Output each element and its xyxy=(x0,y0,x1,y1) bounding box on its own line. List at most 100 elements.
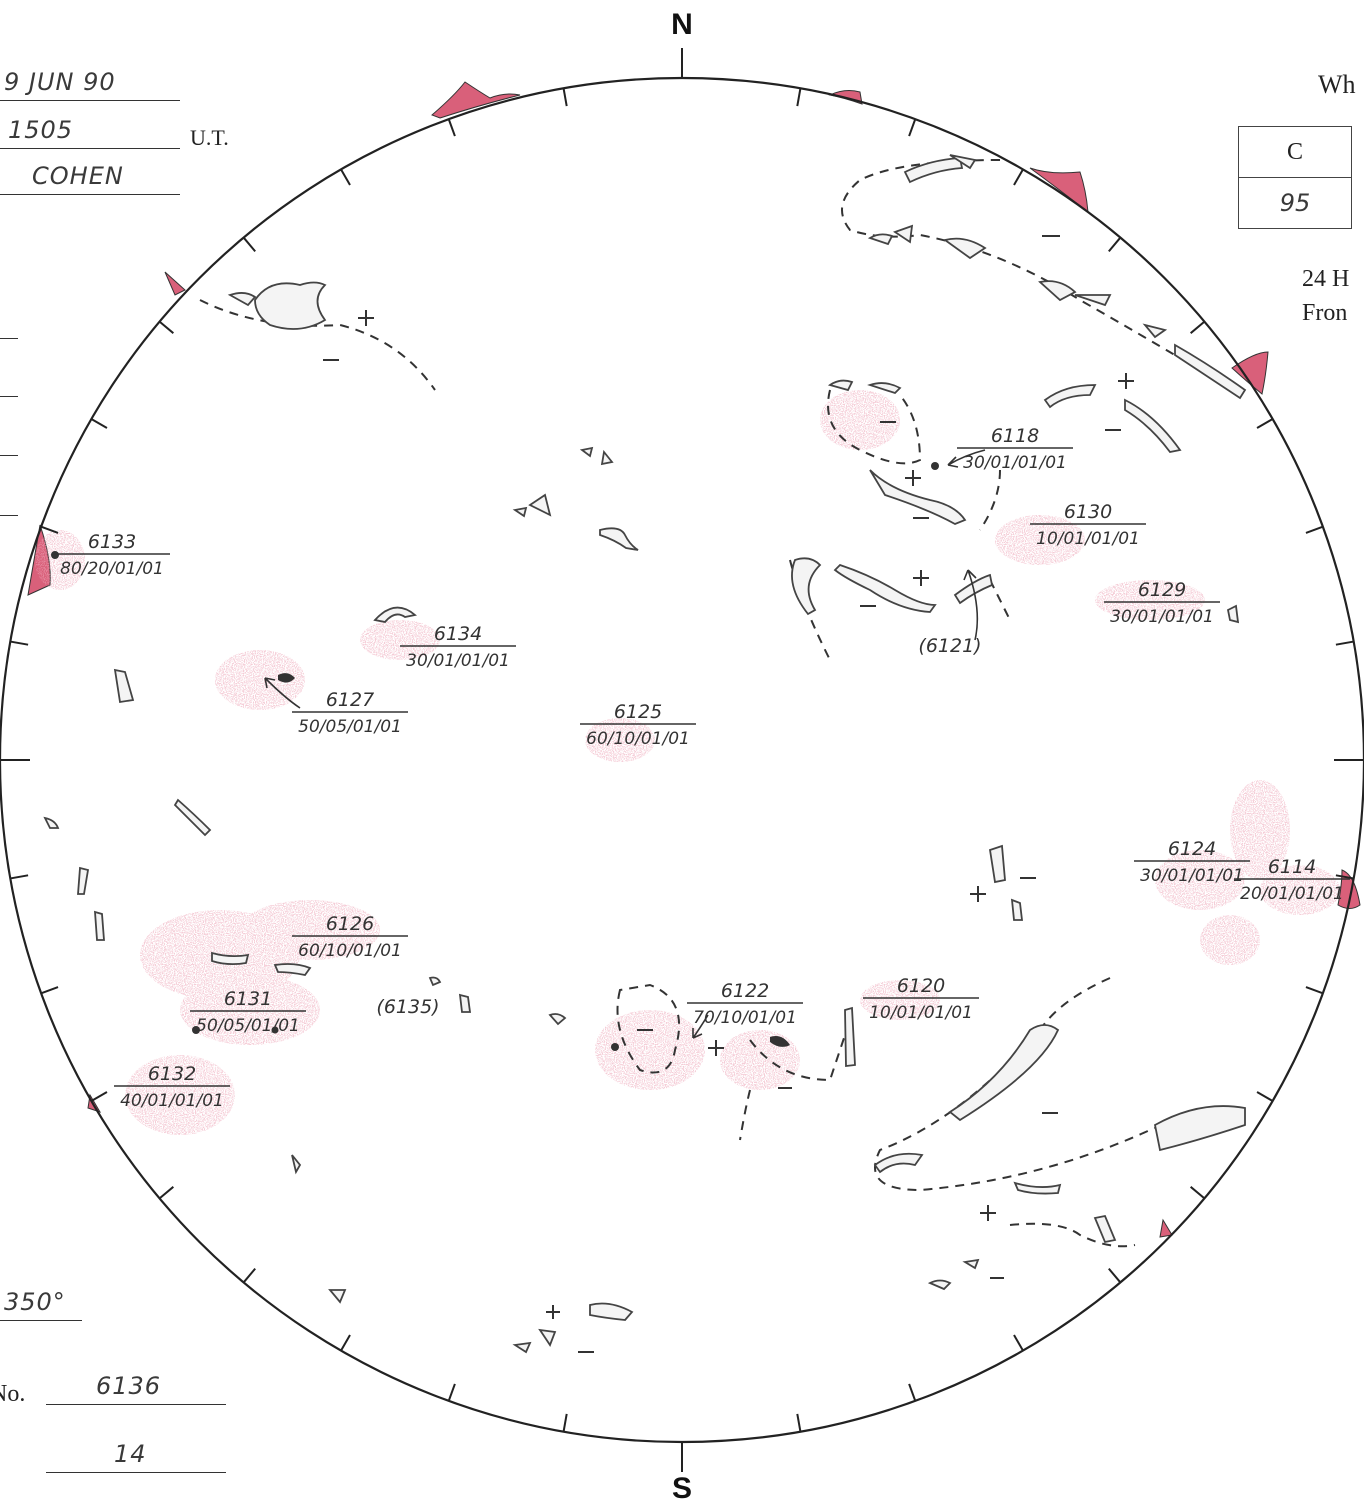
region-label: 6132 40/01/01/01 xyxy=(114,1063,230,1111)
region-number: 6118 xyxy=(991,425,1039,447)
region-number: 6126 xyxy=(326,913,374,935)
region-code: 40/01/01/01 xyxy=(120,1091,224,1111)
region-code: 20/01/01/01 xyxy=(1240,884,1344,904)
region-label: 6122 70/10/01/01 xyxy=(687,980,803,1028)
table-header-cell: C xyxy=(1238,126,1352,178)
limb-tick xyxy=(158,320,174,334)
limb-tick-marks xyxy=(0,48,1364,1472)
region-labels: 6118 30/01/01/01 6130 10/01/01/01 6129 30/01/… xyxy=(54,425,1350,1111)
number-label: No. xyxy=(0,1381,26,1407)
observer-field: COHEN xyxy=(0,160,180,195)
region-label: 6124 30/01/01/01 xyxy=(1134,838,1250,886)
region-label: 6134 30/01/01/01 xyxy=(400,623,516,671)
time-unit-label: U.T. xyxy=(190,125,229,150)
limb-tick xyxy=(40,986,59,995)
region-label: 6118 30/01/01/01 xyxy=(957,425,1073,473)
region-number: 6134 xyxy=(434,623,482,645)
blank-line xyxy=(0,455,18,456)
limb-tick xyxy=(1013,1334,1024,1352)
limb-tick xyxy=(1305,525,1324,534)
limb-tick xyxy=(10,640,29,646)
observer-value: COHEN xyxy=(32,162,124,190)
label-arrows xyxy=(264,449,986,1039)
limb-tick xyxy=(1256,1091,1274,1102)
limb-tick xyxy=(1256,418,1274,429)
region-code: 60/10/01/01 xyxy=(586,729,690,749)
limb-tick xyxy=(40,525,59,534)
region-number: 6129 xyxy=(1138,579,1186,601)
time-field: 1505 xyxy=(0,114,180,149)
region-label: 6120 10/01/01/01 xyxy=(863,975,979,1023)
region-code: 60/10/01/01 xyxy=(298,941,402,961)
limb-tick xyxy=(1335,874,1354,880)
solar-limb-circle xyxy=(0,77,1364,1443)
region-code: 50/05/01/01 xyxy=(196,1016,300,1036)
limb-tick xyxy=(10,874,29,880)
note-line-2: Fron xyxy=(1302,300,1348,326)
polarity-markers xyxy=(323,235,1134,1353)
region-label: 6131 50/05/01/01 xyxy=(190,988,306,1036)
region-number: 6125 xyxy=(614,701,662,723)
region-code: 30/01/01/01 xyxy=(1140,866,1244,886)
region-number: 6132 xyxy=(148,1063,196,1085)
limb-tick xyxy=(447,1383,456,1402)
region-code: 70/10/01/01 xyxy=(693,1008,797,1028)
limb-tick xyxy=(340,1334,351,1352)
region-label: 6129 30/01/01/01 xyxy=(1104,579,1220,627)
count-field: 14 xyxy=(46,1438,226,1473)
limb-tick xyxy=(796,88,802,107)
limb-tick xyxy=(90,418,108,429)
note-line-1: 24 H xyxy=(1302,266,1350,292)
region-label: 6114 20/01/01/01 xyxy=(1234,856,1350,904)
limb-tick xyxy=(562,88,568,107)
number-field: 6136 xyxy=(46,1370,226,1405)
region-number: 6114 xyxy=(1268,856,1316,878)
region-number: 6133 xyxy=(88,531,136,553)
blank-line xyxy=(0,338,18,339)
limb-tick xyxy=(1305,986,1324,995)
region-label: (6135) xyxy=(376,996,439,1018)
region-number: 6130 xyxy=(1064,501,1112,523)
limb-tick xyxy=(1108,1268,1122,1284)
region-number: 6120 xyxy=(897,975,945,997)
table-value-cell: 95 xyxy=(1238,177,1352,229)
limb-tick xyxy=(158,1186,174,1200)
region-number: 6131 xyxy=(224,988,272,1010)
time-value: 1505 xyxy=(8,116,74,144)
region-number: (6135) xyxy=(376,996,439,1018)
limb-tick xyxy=(562,1413,568,1432)
region-code: 30/01/01/01 xyxy=(963,453,1067,473)
region-code: 30/01/01/01 xyxy=(406,651,510,671)
number-value: 6136 xyxy=(96,1372,162,1400)
count-value: 14 xyxy=(114,1440,147,1468)
region-code: 10/01/01/01 xyxy=(869,1003,973,1023)
region-label: 6126 60/10/01/01 xyxy=(292,913,408,961)
limb-tick xyxy=(1190,320,1206,334)
region-number: 6127 xyxy=(326,689,374,711)
region-code: 80/20/01/01 xyxy=(60,559,164,579)
date-field: 9 JUN 90 xyxy=(0,66,180,101)
region-label: 6127 50/05/01/01 xyxy=(292,689,408,737)
angle-value: 350° xyxy=(4,1288,66,1316)
limb-tick xyxy=(90,1091,108,1102)
data-table: C 95 xyxy=(1238,126,1352,229)
angle-field: 350° xyxy=(0,1286,82,1321)
limb-tick xyxy=(340,168,351,186)
limb-tick xyxy=(796,1413,802,1432)
date-value: 9 JUN 90 xyxy=(4,68,116,96)
region-label: 6130 10/01/01/01 xyxy=(1030,501,1146,549)
sunspots xyxy=(51,462,939,1051)
limb-tick xyxy=(1013,168,1024,186)
region-code: 10/01/01/01 xyxy=(1036,529,1140,549)
region-code: 50/05/01/01 xyxy=(298,717,402,737)
region-label: (6121) xyxy=(918,635,981,657)
limb-tick xyxy=(908,118,917,137)
limb-tick xyxy=(447,118,456,137)
region-label: 6133 80/20/01/01 xyxy=(54,531,170,579)
limb-tick xyxy=(1190,1186,1206,1200)
region-number: 6122 xyxy=(721,980,769,1002)
limb-tick xyxy=(242,1268,256,1284)
region-number: (6121) xyxy=(918,635,981,657)
blank-line xyxy=(0,396,18,397)
